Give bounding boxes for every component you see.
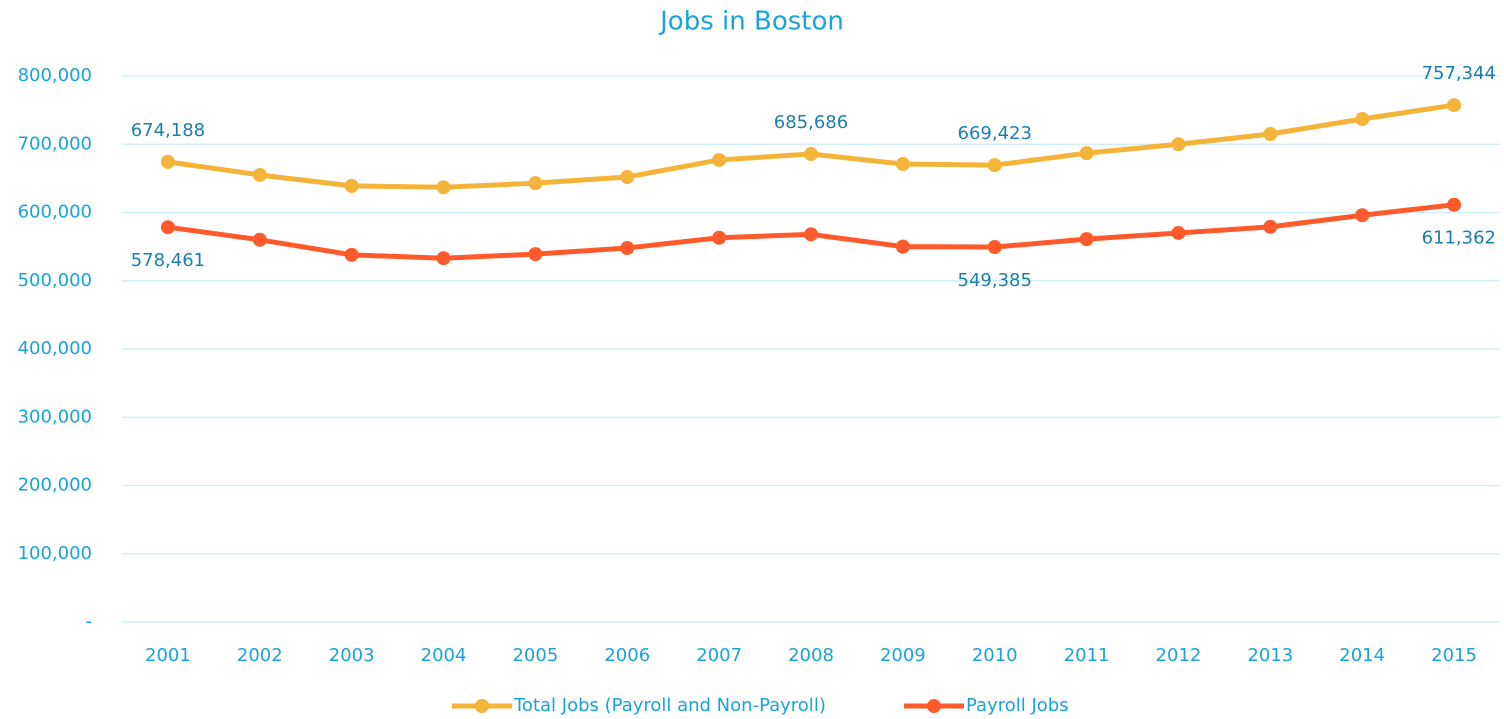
point — [987, 240, 1002, 255]
x-tick-label: 2009 — [880, 645, 926, 666]
x-tick-label: 2011 — [1064, 645, 1110, 666]
data-label: 549,385 — [958, 270, 1032, 291]
data-label: 669,423 — [958, 123, 1032, 144]
x-tick-label: 2002 — [237, 645, 283, 666]
point — [712, 152, 727, 167]
point — [436, 251, 451, 266]
x-tick-label: 2013 — [1247, 645, 1293, 666]
data-label: 674,188 — [131, 120, 205, 141]
point — [1355, 208, 1370, 223]
legend-label: Payroll Jobs — [966, 695, 1069, 716]
x-tick-label: 2004 — [421, 645, 467, 666]
y-tick-label: 400,000 — [18, 338, 92, 359]
y-tick-label: - — [86, 611, 93, 632]
point — [895, 157, 910, 172]
point — [160, 220, 175, 235]
data-label: 578,461 — [131, 250, 205, 271]
x-tick-label: 2001 — [145, 645, 191, 666]
point — [528, 176, 543, 191]
point — [344, 247, 359, 262]
point — [1447, 197, 1462, 212]
point — [436, 180, 451, 195]
point — [620, 240, 635, 255]
data-label: 685,686 — [774, 112, 848, 133]
x-tick-label: 2015 — [1431, 645, 1477, 666]
point — [804, 147, 818, 162]
point — [895, 239, 910, 254]
point — [160, 154, 175, 169]
x-tick-label: 2012 — [1156, 645, 1202, 666]
y-tick-label: 300,000 — [18, 406, 92, 427]
point — [528, 247, 543, 262]
point — [1079, 146, 1094, 161]
point — [987, 158, 1002, 173]
chart-title: Jobs in Boston — [658, 7, 844, 37]
point — [1355, 111, 1370, 126]
point — [1263, 219, 1278, 234]
point — [252, 167, 267, 182]
point — [1263, 127, 1278, 142]
y-tick-label: 100,000 — [18, 543, 92, 564]
x-tick-label: 2007 — [696, 645, 742, 666]
x-tick-label: 2005 — [512, 645, 558, 666]
y-tick-label: 800,000 — [18, 65, 92, 86]
point — [1171, 137, 1186, 152]
point — [712, 230, 727, 245]
x-tick-label: 2003 — [329, 645, 375, 666]
point — [344, 178, 359, 193]
y-tick-label: 500,000 — [18, 270, 92, 291]
point — [804, 227, 818, 242]
x-tick-label: 2010 — [972, 645, 1018, 666]
point — [1079, 232, 1094, 247]
point — [1447, 98, 1462, 113]
x-tick-label: 2006 — [604, 645, 650, 666]
data-label: 757,344 — [1422, 63, 1496, 84]
legend-label: Total Jobs (Payroll and Non-Payroll) — [513, 695, 826, 716]
y-tick-label: 600,000 — [18, 202, 92, 223]
y-tick-label: 700,000 — [18, 133, 92, 154]
point — [1171, 225, 1186, 240]
x-tick-label: 2014 — [1339, 645, 1385, 666]
y-tick-label: 200,000 — [18, 475, 92, 496]
legend-marker — [927, 699, 941, 713]
legend-marker — [475, 699, 489, 713]
point — [620, 170, 635, 185]
point — [252, 232, 267, 247]
data-label: 611,362 — [1422, 228, 1496, 249]
x-tick-label: 2008 — [788, 645, 834, 666]
